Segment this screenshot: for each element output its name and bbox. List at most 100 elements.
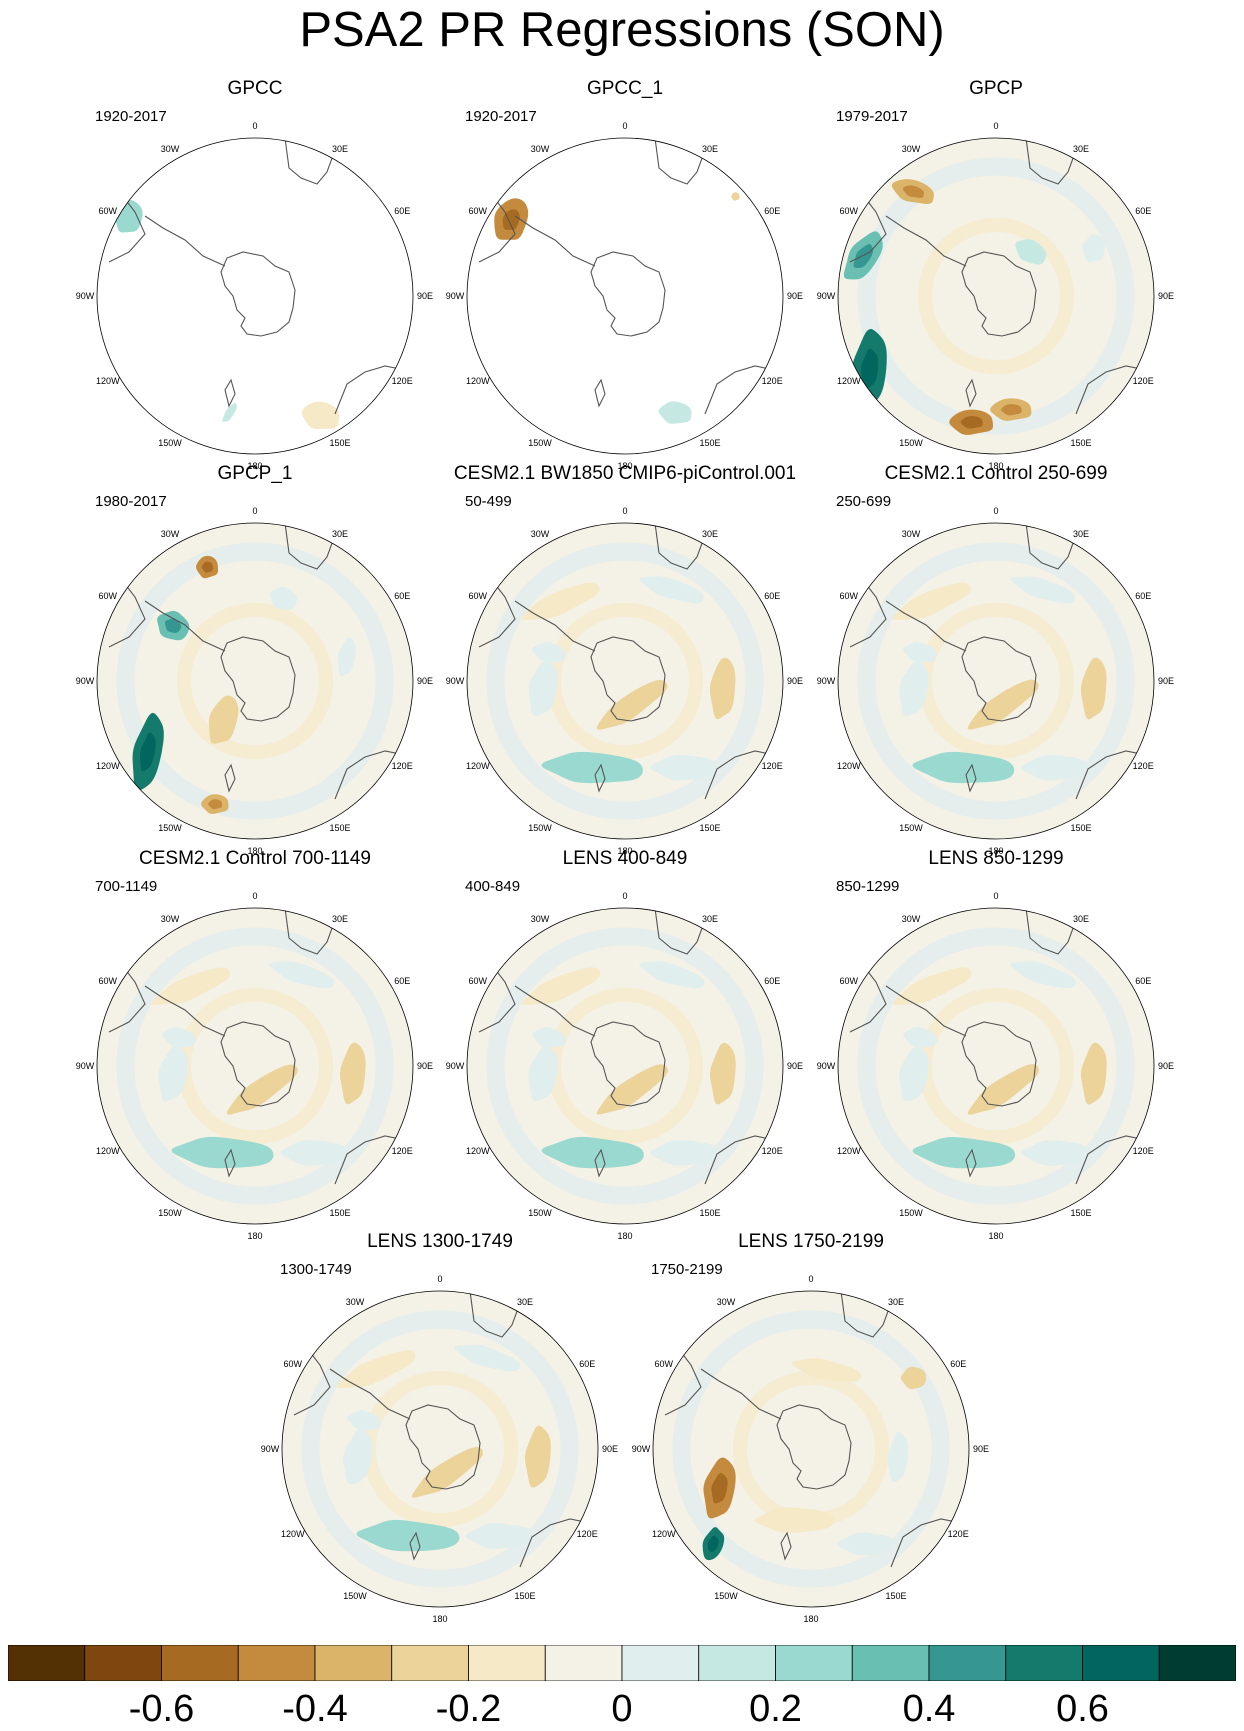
panel-period: 700-1149 — [95, 878, 158, 895]
panel-title: GPCP — [969, 78, 1023, 99]
longitude-label: 90E — [1158, 291, 1174, 301]
longitude-label: 120E — [392, 761, 413, 771]
colorbar-tick-label: 0 — [611, 1688, 633, 1730]
colorbar-tick-label: -0.2 — [435, 1688, 502, 1730]
longitude-label: 60W — [655, 1359, 674, 1369]
panel-title: GPCP_1 — [217, 463, 293, 484]
colorbar-swatch — [84, 1645, 162, 1681]
longitude-label: 30E — [1073, 144, 1089, 154]
longitude-label: 30E — [888, 1297, 904, 1307]
polar-map: 0 30E 60E 90E 120E 150E 180 150W 120W 90W 60W 30W — [817, 891, 1174, 1241]
longitude-label: 30E — [332, 144, 348, 154]
longitude-label: 180 — [988, 1231, 1003, 1241]
panel-period: 1300-1749 — [280, 1261, 352, 1278]
longitude-label: 90W — [817, 291, 836, 301]
longitude-label: 150W — [528, 438, 552, 448]
longitude-label: 60W — [99, 206, 118, 216]
anomaly-contour — [899, 1045, 929, 1102]
colorbar-swatch — [851, 1645, 930, 1681]
coastlines — [108, 523, 413, 800]
longitude-label: 90W — [446, 676, 465, 686]
longitude-label: 30W — [902, 529, 921, 539]
anomaly-contour — [1010, 961, 1076, 989]
longitude-label: 90E — [417, 1061, 433, 1071]
anomaly-contour — [347, 1410, 381, 1431]
polar-map: 0 30E 60E 90E 120E 150E 180 150W 120W 90W 60W 30W — [261, 1274, 618, 1624]
panel-period: 1979-2017 — [836, 108, 908, 125]
colorbar-tick-label: 0.2 — [749, 1688, 802, 1730]
polar-map: 0 30E 60E 90E 120E 150E 180 150W 120W 90W 60W 30W — [446, 891, 803, 1241]
longitude-label: 180 — [432, 1614, 447, 1624]
longitude-label: 120W — [466, 761, 490, 771]
longitude-label: 150W — [714, 1591, 738, 1601]
longitude-label: 60E — [1135, 591, 1151, 601]
anomaly-contour — [912, 751, 1015, 784]
longitude-label: 120W — [466, 1146, 490, 1156]
longitude-label: 180 — [247, 846, 262, 856]
longitude-label: 30E — [332, 914, 348, 924]
anomaly-contour — [226, 1064, 298, 1115]
panel-title: GPCC_1 — [586, 78, 664, 99]
panel-title: LENS 400-849 — [562, 848, 688, 869]
longitude-label: 60W — [840, 976, 859, 986]
anomaly-contour — [532, 1027, 566, 1048]
longitude-label: 120W — [837, 376, 861, 386]
anomaly-contour — [709, 657, 736, 720]
longitude-label: 60W — [840, 591, 859, 601]
colorbar-swatch — [775, 1645, 853, 1681]
coastlines — [849, 908, 1154, 1185]
anomaly-contour — [1082, 234, 1105, 262]
anomaly-contour — [1015, 239, 1047, 265]
anomaly-contour — [454, 1344, 520, 1372]
longitude-label: 90E — [1158, 676, 1174, 686]
longitude-label: 120E — [762, 1146, 783, 1156]
longitude-label: 120W — [652, 1529, 676, 1539]
longitude-label: 180 — [988, 461, 1003, 471]
colorbar-tick-label: 0.6 — [1056, 1688, 1109, 1730]
anomaly-contour — [465, 1523, 534, 1549]
longitude-label: 150W — [343, 1591, 367, 1601]
panel-period: 400-849 — [465, 878, 521, 895]
longitude-label: 120E — [1133, 1146, 1154, 1156]
longitude-label: 60E — [764, 976, 780, 986]
polar-map: 0 30E 60E 90E 120E 150E 180 150W 120W 90W 60W 30W — [76, 891, 433, 1241]
longitude-label: 90W — [261, 1444, 280, 1454]
panel-period: 1920-2017 — [95, 108, 167, 125]
longitude-label: 30W — [161, 529, 180, 539]
longitude-label: 150E — [885, 1591, 906, 1601]
longitude-label: 30E — [702, 144, 718, 154]
anomaly-contour — [892, 582, 971, 620]
anomaly-contour — [650, 755, 718, 781]
longitude-label: 30W — [531, 529, 550, 539]
coastlines — [478, 523, 783, 800]
anomaly-contour — [596, 679, 668, 730]
anomaly-contour — [1010, 576, 1075, 604]
longitude-label: 120E — [1133, 376, 1154, 386]
colorbar — [8, 1645, 1236, 1681]
anomaly-contour — [269, 586, 297, 611]
polar-map: 0 30E 60E 90E 120E 150E 180 150W 120W 90W 60W 30W — [817, 121, 1174, 471]
longitude-label: 120E — [392, 376, 413, 386]
panel-period: 50-499 — [465, 493, 512, 510]
anomaly-contour — [301, 401, 340, 430]
colorbar-swatch — [314, 1645, 393, 1681]
panel-period: 250-699 — [836, 493, 892, 510]
longitude-label: 150E — [329, 823, 350, 833]
longitude-label: 60W — [469, 206, 488, 216]
polar-map: 0 30E 60E 90E 120E 150E 180 150W 120W 90W 60W 30W — [446, 121, 803, 471]
colorbar-swatch — [544, 1645, 623, 1681]
polar-map: 0 30E 60E 90E 120E 150E 180 150W 120W 90W 60W 30W — [632, 1274, 989, 1624]
anomaly-contour — [528, 1045, 558, 1102]
longitude-label: 90W — [76, 1061, 95, 1071]
longitude-label: 60W — [99, 591, 118, 601]
colorbar-tick-label: 0.4 — [902, 1688, 956, 1730]
longitude-label: 30W — [346, 1297, 365, 1307]
anomaly-contour — [151, 967, 230, 1005]
longitude-label: 60E — [1135, 206, 1151, 216]
longitude-label: 90E — [602, 1444, 618, 1454]
anomaly-contour — [269, 961, 335, 989]
anomaly-contour — [532, 642, 566, 663]
longitude-label: 90W — [817, 676, 836, 686]
longitude-label: 0 — [252, 506, 257, 516]
longitude-label: 60W — [99, 976, 118, 986]
